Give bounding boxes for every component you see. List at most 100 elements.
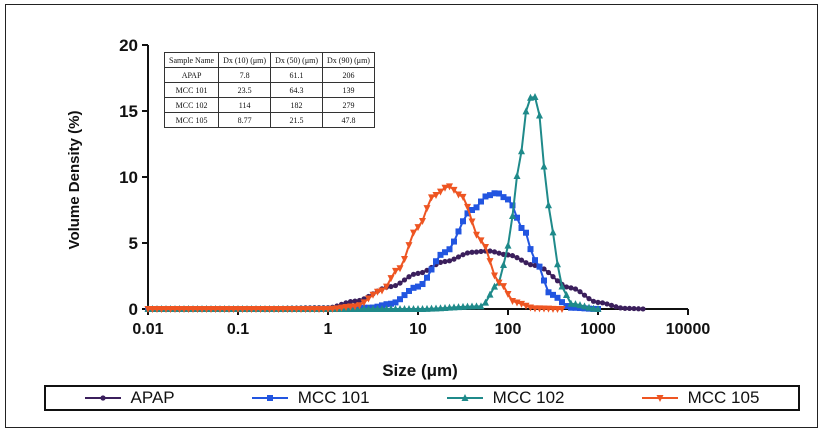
data-point-mcc-105 (455, 191, 462, 199)
data-point-mcc-101 (397, 296, 403, 303)
data-point-mcc-101 (514, 214, 520, 221)
data-point-apap (437, 259, 444, 265)
legend-item-mcc-101: MCC 101 (251, 388, 370, 408)
data-point-mcc-105 (383, 283, 390, 291)
x-tick-label: 0.1 (227, 321, 249, 338)
data-point-mcc-105 (261, 306, 269, 313)
data-point-mcc-102 (554, 260, 561, 268)
data-point-mcc-105 (401, 255, 408, 263)
data-point-mcc-105 (477, 237, 485, 245)
data-point-mcc-105 (468, 218, 476, 226)
data-point-apap (572, 286, 579, 292)
table-cell: APAP (163, 67, 220, 83)
data-point-apap (419, 269, 426, 276)
data-point-mcc-101 (437, 251, 444, 258)
data-point-mcc-105 (545, 305, 552, 313)
data-point-mcc-102 (518, 147, 525, 155)
data-point-mcc-105 (243, 306, 251, 313)
data-point-apap (446, 258, 453, 264)
data-point-mcc-102 (540, 162, 548, 170)
legend-marker-apap (99, 395, 106, 401)
data-point-mcc-105 (459, 193, 467, 201)
data-point-mcc-105 (189, 306, 197, 313)
data-point-apap (451, 256, 457, 262)
data-point-mcc-105 (446, 183, 453, 191)
table-cell: MCC 105 (163, 112, 220, 128)
legend-label: MCC 102 (492, 388, 565, 407)
data-point-apap (599, 300, 606, 306)
data-point-mcc-101 (455, 228, 462, 235)
particle-size-table: Sample Name Dx (10) (μm) Dx (50) (μm) Dx (9… (163, 52, 375, 128)
table-cell: 7.8 (218, 67, 272, 83)
table-cell: MCC 102 (163, 97, 220, 113)
data-point-mcc-105 (396, 265, 404, 273)
data-point-apap (590, 298, 597, 304)
data-point-mcc-105 (540, 305, 548, 313)
table-header-cell: Dx (50) (μm) (270, 52, 324, 68)
data-point-mcc-102 (459, 302, 467, 310)
x-tick-label: 10000 (666, 321, 711, 338)
data-point-mcc-105 (153, 306, 161, 313)
legend-item-apap: APAP (84, 388, 175, 408)
y-tick-label: 0 (129, 300, 138, 319)
data-point-apap (401, 277, 408, 283)
data-point-mcc-101 (469, 207, 475, 214)
data-point-mcc-105 (536, 305, 543, 313)
table-cell: 8.77 (218, 112, 272, 128)
chart-legend: APAP MCC 101 MCC 102 MCC 105 (44, 385, 800, 411)
data-point-apap (410, 271, 417, 277)
data-point-mcc-101 (563, 303, 570, 310)
data-point-apap (491, 249, 498, 255)
data-point-mcc-102 (585, 303, 593, 311)
data-point-mcc-105 (306, 306, 314, 313)
table-row: MCC 102 114 182 279 (163, 97, 375, 113)
data-point-mcc-105 (432, 191, 440, 199)
data-point-apap (464, 250, 471, 256)
data-point-mcc-105 (342, 304, 350, 312)
data-point-apap (473, 249, 480, 255)
data-point-mcc-101 (451, 238, 457, 245)
data-point-apap (631, 305, 637, 312)
data-point-mcc-102 (374, 305, 381, 312)
data-point-apap (613, 304, 619, 310)
y-tick-label: 20 (119, 36, 138, 55)
data-point-apap (460, 252, 466, 258)
data-point-mcc-101 (572, 304, 579, 311)
data-point-mcc-102 (567, 299, 575, 307)
data-point-mcc-102 (522, 107, 530, 115)
data-point-mcc-105 (171, 306, 179, 313)
data-point-mcc-105 (230, 306, 237, 313)
data-point-mcc-105 (149, 306, 156, 313)
data-point-mcc-101 (568, 304, 574, 311)
data-point-apap (586, 296, 592, 302)
data-point-mcc-105 (378, 287, 386, 295)
data-point-mcc-102 (576, 301, 584, 309)
data-point-mcc-102 (428, 304, 435, 312)
data-point-apap (563, 284, 570, 290)
data-point-mcc-105 (473, 231, 480, 239)
data-point-apap (388, 283, 394, 290)
data-point-mcc-105 (369, 291, 377, 299)
data-point-apap (415, 270, 421, 276)
data-point-apap (496, 250, 502, 256)
data-point-mcc-105 (495, 279, 503, 287)
table-row: MCC 105 8.77 21.5 47.8 (163, 112, 375, 128)
data-point-mcc-105 (392, 267, 399, 275)
data-point-mcc-105 (419, 217, 426, 225)
data-point-mcc-105 (320, 306, 327, 313)
data-point-mcc-105 (347, 303, 354, 311)
data-point-apap (541, 266, 547, 272)
data-point-apap (487, 248, 493, 254)
size-distribution-chart: 0.01 0.1 1 10 100 1000 10000 0 5 10 15 20 Size (μm)… (66, 36, 711, 380)
data-point-mcc-105 (351, 303, 359, 311)
data-point-mcc-102 (401, 305, 408, 312)
data-point-mcc-102 (536, 111, 543, 119)
data-point-mcc-105 (522, 302, 530, 310)
data-point-mcc-101 (442, 249, 448, 256)
data-point-mcc-105 (180, 306, 188, 313)
data-point-mcc-105 (158, 306, 165, 313)
data-point-mcc-105 (329, 305, 336, 313)
data-point-mcc-101 (460, 218, 466, 225)
data-point-mcc-102 (513, 172, 521, 180)
data-point-mcc-105 (207, 306, 215, 313)
